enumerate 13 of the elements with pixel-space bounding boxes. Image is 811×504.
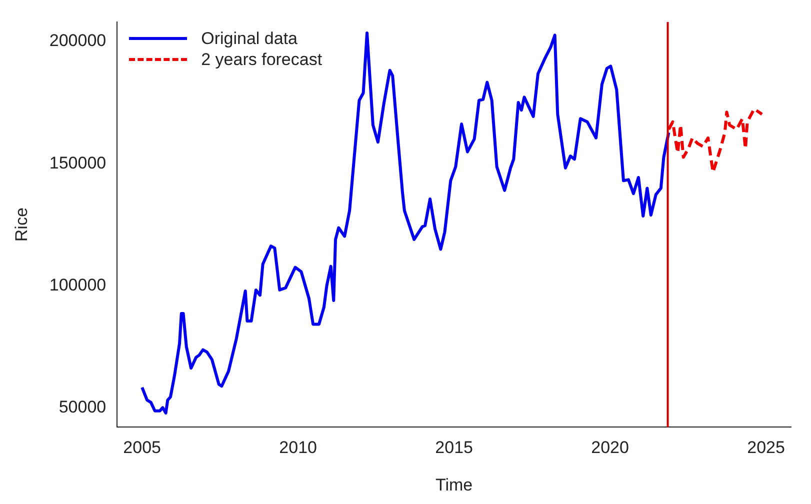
y-tick-label: 50000 xyxy=(58,397,106,416)
x-tick-label: 2015 xyxy=(435,438,473,458)
y-tick-label: 100000 xyxy=(49,275,106,294)
y-tick-label: 150000 xyxy=(49,153,106,172)
x-tick-label: 2020 xyxy=(591,438,629,458)
y-tick-label: 200000 xyxy=(49,31,106,50)
x-axis-title: Time xyxy=(435,475,473,494)
x-tick-label: 2010 xyxy=(279,438,317,458)
x-tick-label: 2005 xyxy=(123,438,161,458)
y-axis-title: Rice xyxy=(12,208,31,242)
x-tick-label: 2025 xyxy=(747,438,785,458)
legend-label: 2 years forecast xyxy=(201,49,322,70)
legend-label: Original data xyxy=(201,28,298,49)
